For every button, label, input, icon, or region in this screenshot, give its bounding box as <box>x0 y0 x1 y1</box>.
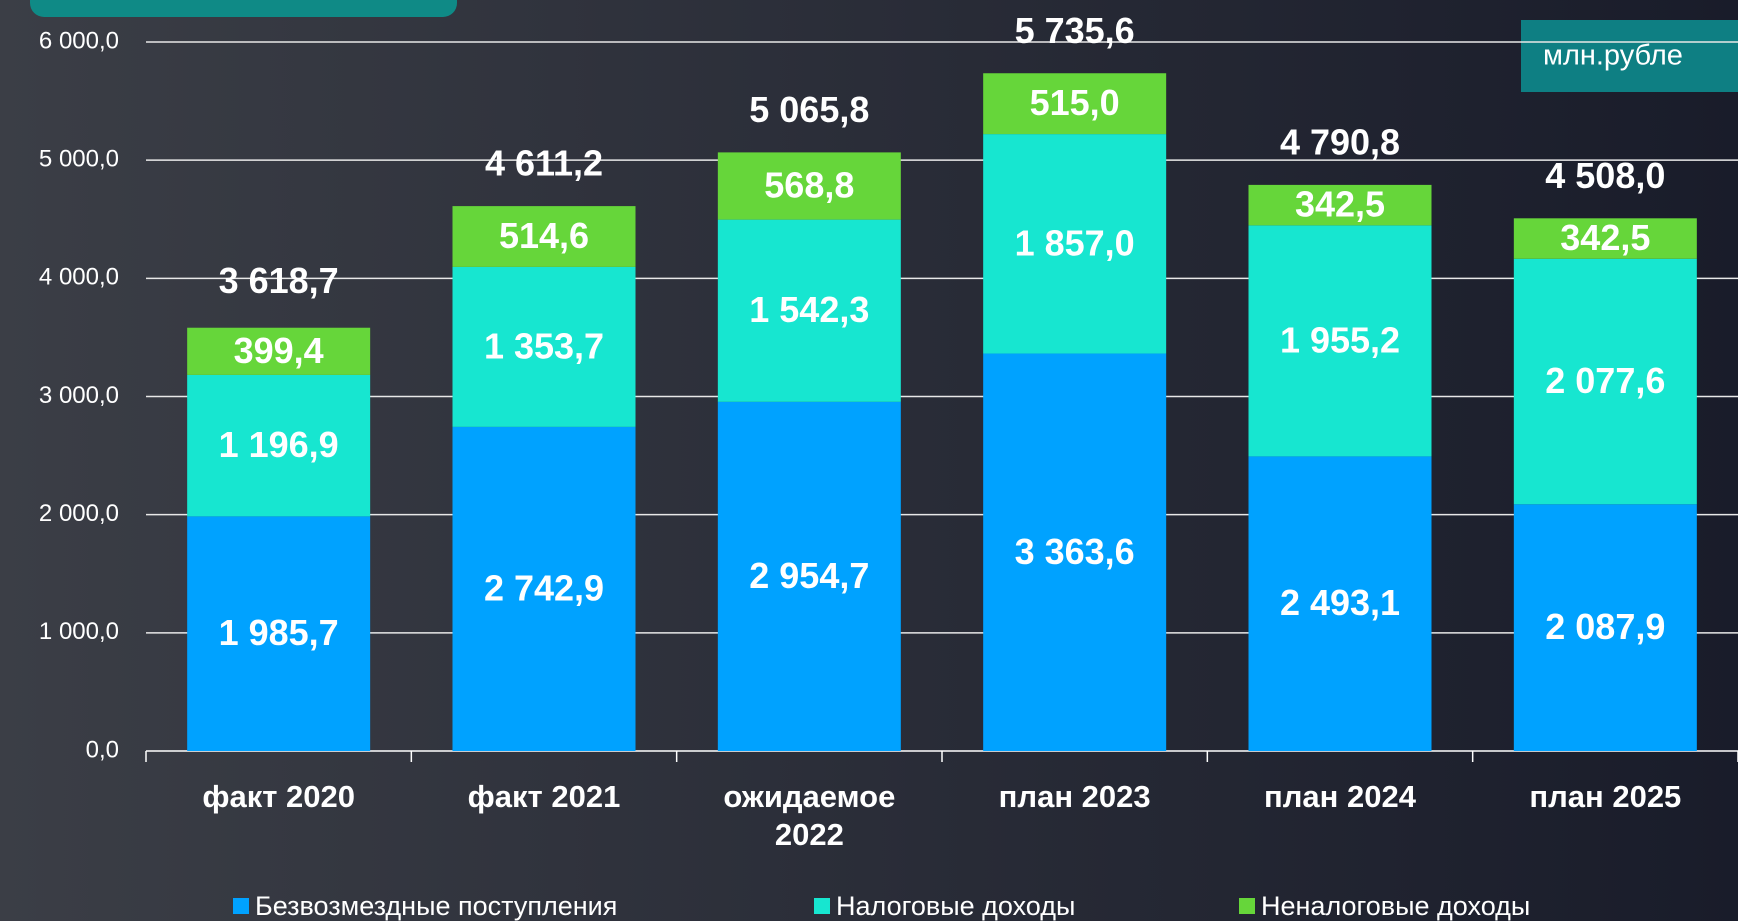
value-label: 1 857,0 <box>1015 222 1135 263</box>
value-label: 1 985,7 <box>219 612 339 653</box>
value-label: 342,5 <box>1560 217 1650 258</box>
total-label: 3 618,7 <box>219 260 339 301</box>
total-label: 5 735,6 <box>1015 10 1135 51</box>
bar-segment <box>187 327 371 375</box>
legend-label: Безвозмездные поступления <box>255 891 617 921</box>
bar-segment <box>1248 225 1432 457</box>
y-tick-label: 3 000,0 <box>39 382 119 409</box>
bar-segment <box>452 266 636 427</box>
bar-segment <box>717 152 901 220</box>
legend-label: Налоговые доходы <box>836 891 1075 921</box>
x-tick-label: факт 2020 <box>202 779 355 814</box>
legend-swatch <box>1239 898 1255 914</box>
bar-segment <box>1513 218 1697 259</box>
value-label: 2 493,1 <box>1280 582 1400 623</box>
x-tick-label: план 2025 <box>1529 779 1682 814</box>
value-label: 1 542,3 <box>749 289 869 330</box>
x-tick-label: факт 2021 <box>467 779 621 814</box>
x-tick-label: ожидаемое 2022 <box>723 779 896 852</box>
total-label: 4 508,0 <box>1545 155 1665 196</box>
y-tick-label: 1 000,0 <box>39 618 119 645</box>
y-tick-label: 4 000,0 <box>39 264 119 291</box>
bar-segment <box>983 134 1167 354</box>
header-box <box>30 0 457 17</box>
total-label: 4 790,8 <box>1280 121 1400 162</box>
unit-box <box>1521 20 1738 92</box>
x-tick-label: план 2024 <box>1264 779 1416 814</box>
value-label: 342,5 <box>1295 184 1385 225</box>
bar-segment <box>717 401 901 751</box>
value-label: 514,6 <box>499 215 589 256</box>
y-tick-label: 2 000,0 <box>39 500 119 527</box>
bar-segment <box>983 353 1167 751</box>
value-label: 2 087,9 <box>1545 606 1665 647</box>
y-tick-label: 0,0 <box>86 736 119 763</box>
bar-segment <box>1248 456 1432 751</box>
unit-label: млн.рубле <box>1543 40 1683 72</box>
bar-segment <box>187 516 371 751</box>
value-label: 1 196,9 <box>219 424 339 465</box>
value-label: 515,0 <box>1030 82 1120 123</box>
bar-segment <box>1513 258 1697 505</box>
bar-segment <box>717 219 901 402</box>
value-label: 399,4 <box>234 330 324 371</box>
total-label: 5 065,8 <box>749 89 869 130</box>
legend-swatch <box>814 898 830 914</box>
value-label: 1 353,7 <box>484 325 604 366</box>
legend-swatch <box>233 898 249 914</box>
value-label: 3 363,6 <box>1015 531 1135 572</box>
bar-segment <box>187 374 371 517</box>
value-label: 568,8 <box>764 165 854 206</box>
bar-segment <box>1248 184 1432 226</box>
y-tick-label: 5 000,0 <box>39 146 119 173</box>
value-label: 2 954,7 <box>749 555 869 596</box>
bar-segment <box>452 206 636 267</box>
total-label: 4 611,2 <box>485 143 603 184</box>
bar-segment <box>452 426 636 751</box>
value-label: 2 742,9 <box>484 567 604 608</box>
value-label: 2 077,6 <box>1545 360 1665 401</box>
value-label: 1 955,2 <box>1280 319 1400 360</box>
bar-segment <box>1513 504 1697 751</box>
y-tick-label: 6 000,0 <box>39 27 119 54</box>
x-tick-label: план 2023 <box>998 779 1151 814</box>
bar-segment <box>983 73 1167 135</box>
legend-label: Неналоговые доходы <box>1261 891 1530 921</box>
